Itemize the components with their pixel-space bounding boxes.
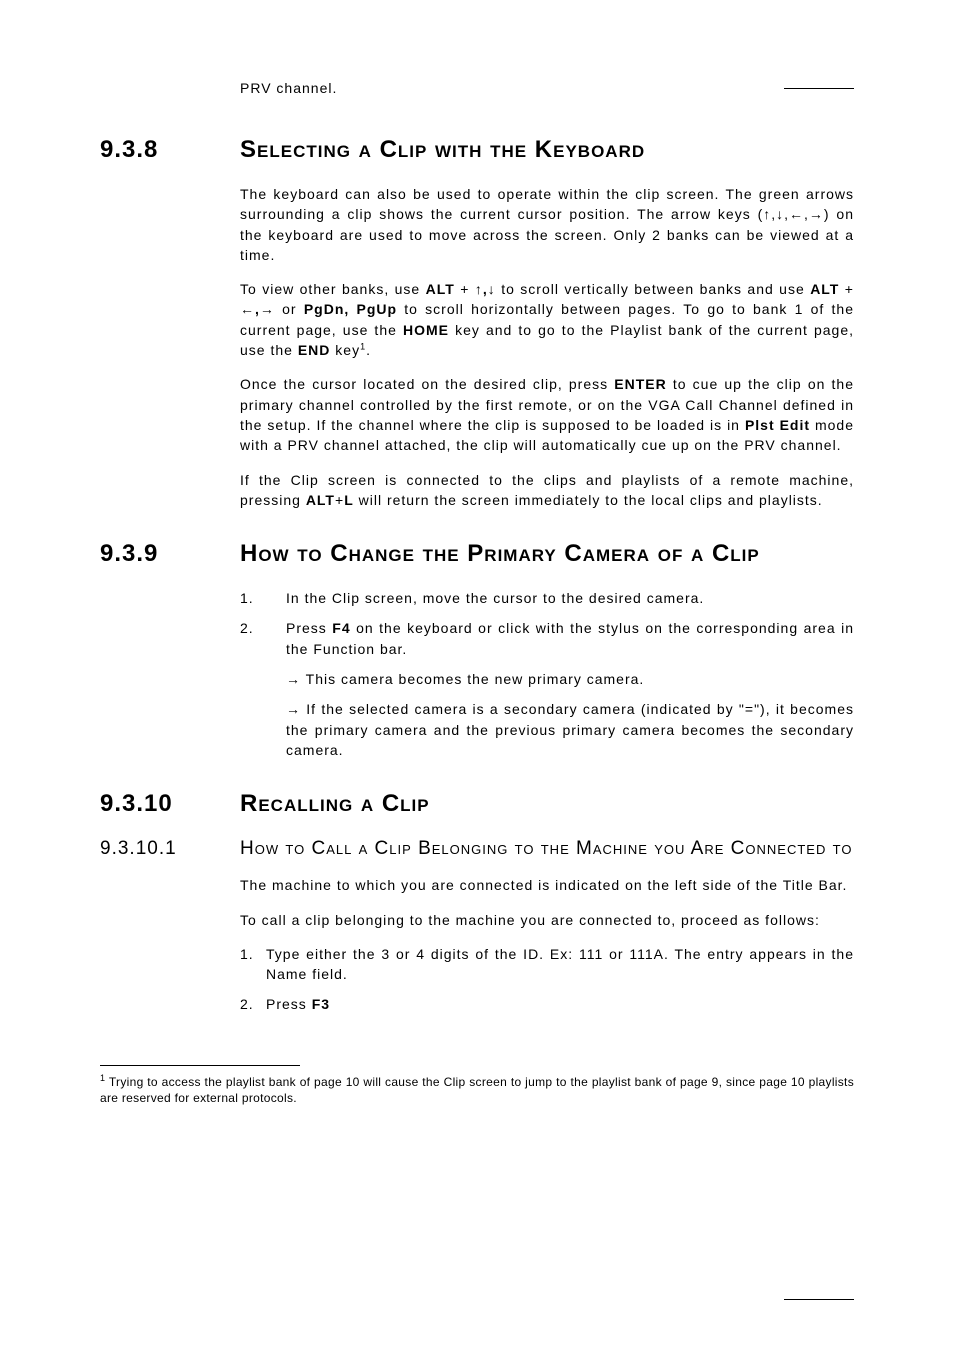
list-item: 1. Type either the 3 or 4 digits of the … [240, 944, 854, 985]
para: If the Clip screen is connected to the c… [240, 470, 854, 511]
heading-num: 9.3.8 [100, 136, 240, 164]
top-rule [784, 88, 854, 89]
list-num: 1. [240, 944, 266, 985]
heading-num: 9.3.10.1 [100, 838, 240, 860]
list-num: 2. [240, 618, 286, 659]
para: The machine to which you are connected i… [240, 875, 854, 895]
list-body: Press F3 [266, 994, 854, 1014]
list-item: 2. Press F3 [240, 994, 854, 1014]
list-body: In the Clip screen, move the cursor to t… [286, 588, 854, 608]
list-num: 1. [240, 588, 286, 608]
page: PRV channel. 9.3.8 Selecting a Clip with… [0, 0, 954, 1340]
list-item: 1. In the Clip screen, move the cursor t… [240, 588, 854, 608]
list-num: 2. [240, 994, 266, 1014]
heading-title: Recalling a Clip [240, 790, 430, 818]
sublist-item: → This camera becomes the new primary ca… [286, 669, 854, 689]
heading-939: 9.3.9 How to Change the Primary Camera o… [100, 540, 854, 568]
list-body: Type either the 3 or 4 digits of the ID.… [266, 944, 854, 985]
section-939-body: 1. In the Clip screen, move the cursor t… [240, 588, 854, 760]
heading-title: How to Change the Primary Camera of a Cl… [240, 540, 760, 568]
heading-title: Selecting a Clip with the Keyboard [240, 136, 645, 164]
para: Once the cursor located on the desired c… [240, 374, 854, 455]
list-body: Press F4 on the keyboard or click with t… [286, 618, 854, 659]
heading-93101: 9.3.10.1 How to Call a Clip Belonging to… [100, 838, 854, 860]
footnote: 1 Trying to access the playlist bank of … [100, 1072, 854, 1106]
section-938-body: The keyboard can also be used to operate… [240, 184, 854, 510]
sublist-item: → If the selected camera is a secondary … [286, 699, 854, 760]
heading-num: 9.3.10 [100, 790, 240, 818]
list-item: 2. Press F4 on the keyboard or click wit… [240, 618, 854, 659]
bottom-rule [784, 1299, 854, 1300]
para: The keyboard can also be used to operate… [240, 184, 854, 265]
heading-title: How to Call a Clip Belonging to the Mach… [240, 838, 852, 860]
heading-num: 9.3.9 [100, 540, 240, 568]
pre-text: PRV channel. [240, 80, 854, 96]
heading-938: 9.3.8 Selecting a Clip with the Keyboard [100, 136, 854, 164]
footnote-rule [100, 1065, 300, 1066]
para: To call a clip belonging to the machine … [240, 910, 854, 930]
para: To view other banks, use ALT + ↑,↓ to sc… [240, 279, 854, 360]
section-93101-body: The machine to which you are connected i… [240, 875, 854, 1014]
heading-9310: 9.3.10 Recalling a Clip [100, 790, 854, 818]
